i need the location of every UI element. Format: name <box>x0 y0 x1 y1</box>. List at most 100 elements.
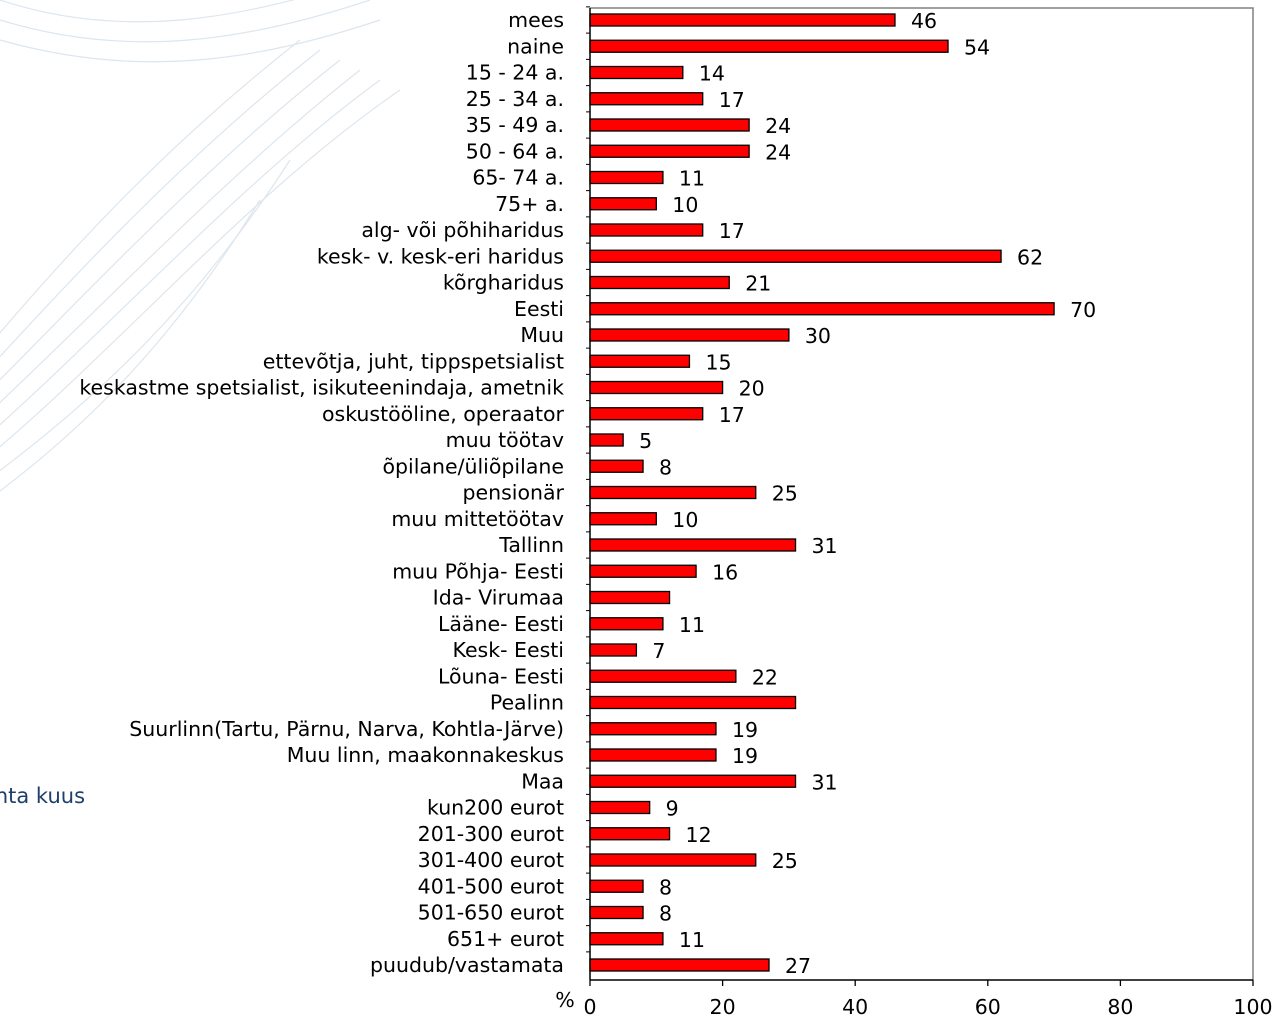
category-label: Eesti <box>514 297 564 321</box>
bar-value-label: 19 <box>732 744 758 768</box>
category-label: 65- 74 a. <box>472 166 564 190</box>
bar <box>589 932 664 946</box>
category-label: 301-400 eurot <box>418 848 564 872</box>
bar-value-label: 70 <box>1070 298 1096 322</box>
bar <box>589 223 704 237</box>
bar-value-label: 7 <box>652 639 665 663</box>
x-axis-label: % <box>555 988 574 1012</box>
bar-value-label: 25 <box>772 849 798 873</box>
bar <box>589 879 644 893</box>
category-label: muu mittetöötav <box>391 507 564 531</box>
bar <box>589 354 691 368</box>
category-label: mees <box>508 8 564 32</box>
category-label: Lääne- Eesti <box>438 612 564 636</box>
x-tick-label: 20 <box>710 995 736 1018</box>
bar-value-label: 8 <box>659 875 672 899</box>
bar <box>589 118 750 132</box>
bar-value-label: 17 <box>719 403 745 427</box>
bar-value-label: 27 <box>785 954 811 978</box>
category-label: oskustööline, operaator <box>322 402 565 426</box>
bar <box>589 144 750 158</box>
category-label: keskastme spetsialist, isikuteenindaja, … <box>79 376 564 400</box>
category-label: 75+ a. <box>495 192 564 216</box>
x-tick-label: 60 <box>975 995 1001 1018</box>
bar <box>589 538 797 552</box>
bar <box>589 407 704 421</box>
category-label: alg- või põhiharidus <box>361 218 564 242</box>
category-label: 401-500 eurot <box>418 874 564 898</box>
bar <box>589 827 671 841</box>
bar-value-label: 9 <box>666 797 679 821</box>
bar-value-label: 21 <box>745 272 771 296</box>
bar <box>589 302 1055 316</box>
bar <box>589 564 697 578</box>
x-tick-label: 80 <box>1107 995 1133 1018</box>
bar-value-label: 30 <box>805 324 831 348</box>
bar-value-label: 5 <box>639 429 652 453</box>
category-label: pensionär <box>462 481 564 505</box>
category-label: Maa <box>521 769 564 793</box>
category-label: 201-300 eurot <box>418 822 564 846</box>
bar-value-label: 8 <box>659 902 672 926</box>
bar-value-label: 8 <box>659 455 672 479</box>
category-label: õpilane/üliõpilane <box>382 454 564 478</box>
bar <box>589 249 1002 263</box>
category-label: puudub/vastamata <box>370 953 564 977</box>
category-label: naine <box>507 34 564 58</box>
bar <box>589 512 657 526</box>
bar-value-label: 11 <box>679 928 705 952</box>
bar-value-label: 14 <box>699 62 725 86</box>
bar <box>589 590 671 605</box>
category-label: Lõuna- Eesti <box>438 664 564 688</box>
category-label: 651+ eurot <box>447 927 564 951</box>
bar-value-label: 54 <box>964 35 990 59</box>
category-label: kõrgharidus <box>443 271 564 295</box>
bar <box>589 853 757 867</box>
category-label: Suurlinn(Tartu, Pärnu, Narva, Kohtla-Jär… <box>129 717 564 741</box>
x-tick-label: 100 <box>1233 995 1272 1018</box>
bar-value-label: 62 <box>1017 245 1043 269</box>
bar <box>589 748 717 762</box>
category-label: Kesk- Eesti <box>453 638 564 662</box>
bar-value-label: 12 <box>686 823 712 847</box>
category-label: muu töötav <box>446 428 564 452</box>
x-tick-label: 40 <box>842 995 868 1018</box>
bar <box>589 433 624 447</box>
bar-value-label: 31 <box>812 770 838 794</box>
bar <box>589 617 664 631</box>
bar-value-label: 25 <box>772 482 798 506</box>
x-tick-label: 0 <box>583 995 596 1018</box>
bar-value-label: 16 <box>712 560 738 584</box>
bar-value-label: 24 <box>765 140 791 164</box>
bar-value-label: 17 <box>719 88 745 112</box>
bar <box>589 905 644 920</box>
bar-value-label: 22 <box>752 665 778 689</box>
bar-value-label: 11 <box>679 613 705 637</box>
bar <box>589 669 737 683</box>
bar <box>589 328 790 342</box>
plot-frame <box>590 7 1254 980</box>
bar-value-label: 10 <box>672 508 698 532</box>
category-label: Tallinn <box>498 533 564 557</box>
bar <box>589 380 724 395</box>
bar <box>589 695 797 710</box>
bar-value-label: 24 <box>765 114 791 138</box>
category-label: Muu linn, maakonnakeskus <box>287 743 564 767</box>
bar <box>589 275 730 290</box>
bar <box>589 485 757 500</box>
bar <box>589 39 949 53</box>
side-caption-text: ohta kuus <box>0 784 86 808</box>
bar-value-label: 11 <box>679 167 705 191</box>
category-label: kun200 eurot <box>427 796 564 820</box>
bar <box>589 197 657 211</box>
category-label: 15 - 24 a. <box>466 61 564 85</box>
bar <box>589 643 638 657</box>
bar <box>589 722 717 736</box>
bar <box>589 170 664 185</box>
bar <box>589 800 651 815</box>
bar <box>589 13 896 27</box>
bar <box>589 459 644 473</box>
category-label: 35 - 49 a. <box>466 113 564 137</box>
category-label: Muu <box>520 323 564 347</box>
